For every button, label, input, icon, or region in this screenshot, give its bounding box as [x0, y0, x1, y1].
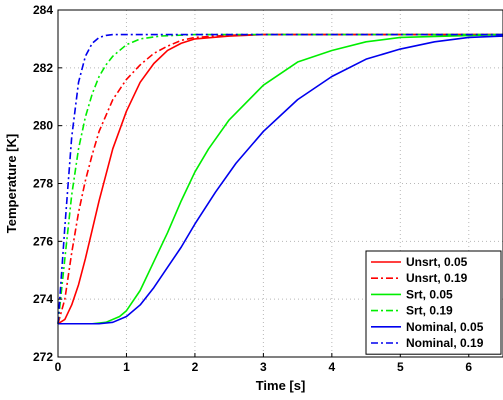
series-lines	[57, 33, 503, 325]
legend-box	[365, 250, 502, 355]
legend-label-1: Unsrt, 0.19	[406, 271, 468, 285]
series-line-2	[58, 33, 503, 325]
y-tick-label: 282	[33, 61, 53, 75]
y-tick-label: 272	[33, 350, 53, 364]
y-axis-label: Temperature [K]	[4, 134, 19, 233]
y-tick-label: 278	[33, 177, 53, 191]
series-line-4	[58, 35, 503, 325]
legend-label-2: Srt, 0.05	[406, 287, 453, 301]
series-line-1	[57, 33, 503, 324]
legend-label-4: Nominal, 0.05	[406, 320, 484, 334]
y-tick-label: 274	[33, 292, 53, 306]
y-tick-label: 280	[33, 119, 53, 133]
x-tick-label: 6	[465, 360, 472, 374]
x-tick-label: 3	[260, 360, 267, 374]
axis-ticks: 0 1 2 3 4 5 6 272 274 276 278 280 282 284	[33, 3, 472, 374]
y-tick-label: 284	[33, 3, 53, 17]
legend-label-0: Unsrt, 0.05	[406, 255, 468, 269]
legend: Unsrt, 0.05 Unsrt, 0.19 Srt, 0.05 Srt, 0.19…	[365, 250, 502, 355]
x-tick-label: 0	[55, 360, 62, 374]
x-tick-label: 2	[192, 360, 199, 374]
x-tick-label: 5	[397, 360, 404, 374]
y-tick-label: 276	[33, 234, 53, 248]
legend-label-3: Srt, 0.19	[406, 304, 453, 318]
series-line-5	[57, 33, 503, 324]
x-tick-label: 1	[123, 360, 130, 374]
x-tick-label: 4	[329, 360, 336, 374]
x-axis-label: Time [s]	[256, 378, 306, 393]
legend-label-5: Nominal, 0.19	[406, 336, 484, 350]
